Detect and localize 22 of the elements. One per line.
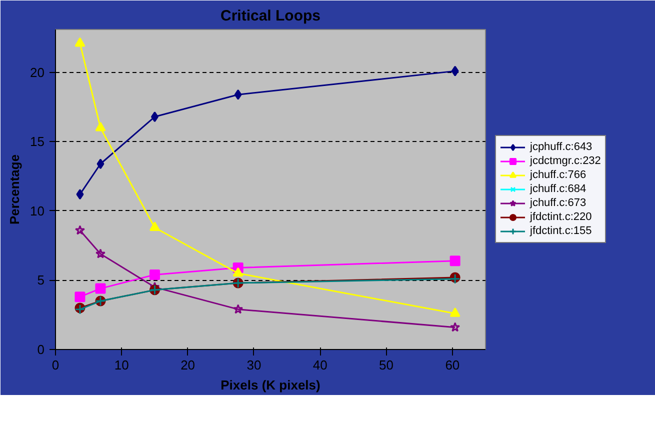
- x-tick-label: 40: [312, 358, 328, 372]
- x-tick-label: 20: [180, 358, 196, 372]
- x-tick-label: 50: [379, 358, 394, 372]
- y-axis-title: Percentage: [7, 154, 22, 225]
- legend-label: jchuff.c:673: [530, 196, 586, 210]
- legend-label: jfdctint.c:220: [530, 210, 592, 224]
- x-tick-label: 60: [445, 358, 460, 372]
- x-tick-label: 10: [114, 358, 129, 372]
- legend-label: jfdctint.c:155: [530, 224, 592, 238]
- y-tick-label: 20: [30, 64, 45, 80]
- legend-label: jcphuff.c:643: [530, 140, 592, 154]
- x-axis-title: Pixels (K pixels): [220, 378, 320, 392]
- x-tick-label: 30: [246, 358, 262, 372]
- y-tick-label: 15: [30, 134, 45, 150]
- legend-label: jchuff.c:766: [530, 168, 586, 182]
- y-tick-label: 10: [30, 203, 45, 218]
- legend-label: jcdctmgr.c:232: [530, 154, 601, 168]
- y-tick-label: 0: [37, 342, 45, 357]
- y-tick-label: 5: [37, 272, 45, 288]
- chart-title: Critical Loops: [220, 8, 321, 24]
- x-tick-label: 0: [52, 358, 60, 372]
- legend-label: jchuff.c:684: [530, 182, 586, 196]
